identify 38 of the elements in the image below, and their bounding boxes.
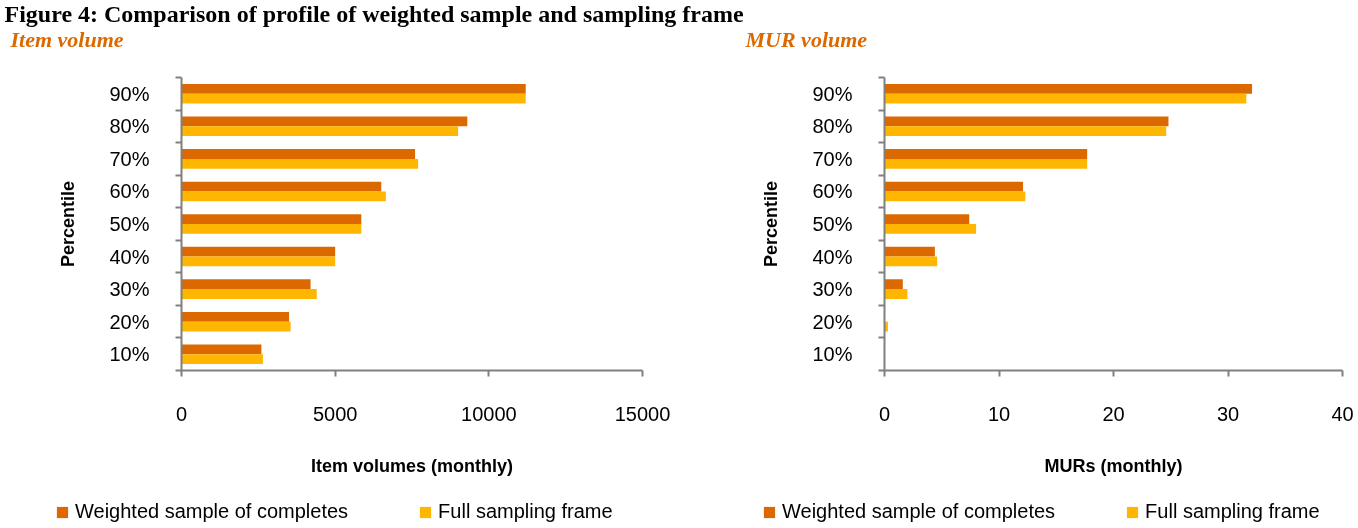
y-tick-label: 50%	[812, 213, 853, 235]
x-tick-label: 20	[1102, 402, 1125, 425]
x-tick-label: 30	[1216, 402, 1240, 425]
y-tick-label: 70%	[109, 147, 150, 170]
y-tick-label: 90%	[812, 82, 853, 105]
legend-label: Full sampling frame	[1145, 500, 1320, 523]
y-tick-label: 50%	[109, 213, 150, 235]
legend-label: Weighted sample of completes	[75, 500, 349, 523]
x-axis-title: Item volumes (monthly)	[310, 455, 514, 476]
x-tick-label: 0	[878, 402, 891, 425]
y-axis-title: Percentile	[58, 180, 79, 268]
x-tick-label: 40	[1331, 402, 1354, 425]
chart-title: Figure 4: Comparison of profile of weighted sample and sampling frame	[4, 0, 744, 27]
chart-subtitle: MUR volume	[744, 27, 868, 52]
y-tick-label: 20%	[109, 310, 150, 333]
x-tick-label: 0	[175, 402, 188, 425]
x-tick-label: 15000	[614, 402, 671, 425]
y-tick-label: 40%	[812, 245, 853, 268]
y-tick-label: 80%	[812, 115, 853, 138]
y-tick-label: 30%	[812, 278, 853, 301]
x-tick-label: 10000	[461, 402, 517, 425]
y-tick-label: 60%	[109, 180, 150, 203]
legend-label: Full sampling frame	[438, 500, 613, 523]
chart-subtitle: Item volume	[9, 27, 124, 52]
y-axis-title: Percentile	[761, 180, 782, 268]
x-tick-label: 10	[987, 402, 1011, 425]
y-tick-label: 10%	[812, 343, 853, 366]
y-tick-label: 20%	[812, 310, 853, 333]
y-tick-label: 70%	[812, 147, 853, 170]
legend-label: Weighted sample of completes	[782, 500, 1056, 523]
x-tick-label: 5000	[312, 402, 358, 425]
y-tick-label: 30%	[109, 278, 150, 301]
y-tick-label: 90%	[109, 82, 150, 105]
y-tick-label: 40%	[109, 245, 150, 268]
y-tick-label: 60%	[812, 180, 853, 203]
x-axis-title: MURs (monthly)	[1044, 455, 1183, 476]
y-tick-label: 10%	[109, 343, 150, 366]
y-tick-label: 80%	[109, 115, 150, 138]
